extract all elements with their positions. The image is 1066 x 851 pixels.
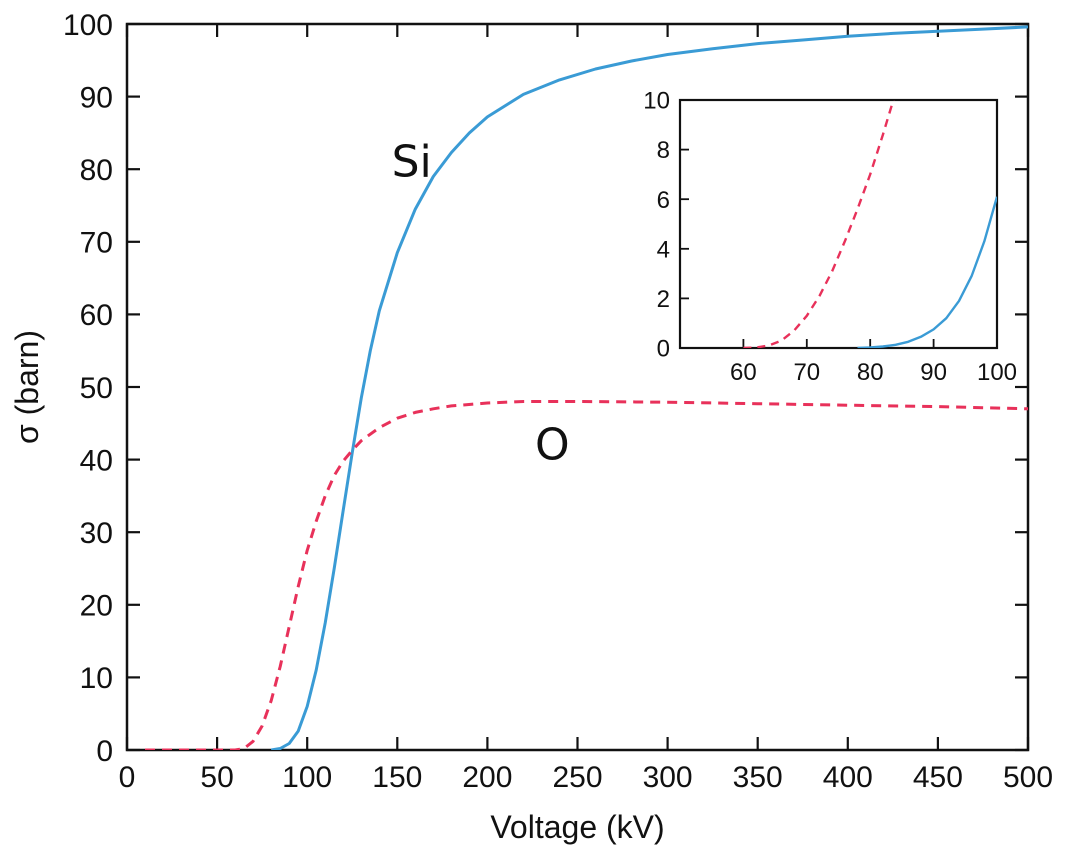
inset-x-tick-label: 80 — [857, 359, 884, 386]
main-y-tick-label: 20 — [80, 590, 113, 623]
main-y-tick-label: 70 — [80, 227, 113, 260]
inset-y-tick-label: 10 — [643, 88, 670, 115]
main-x-tick-label: 50 — [200, 761, 233, 794]
x-axis-title: Voltage (kV) — [490, 809, 664, 845]
inset-y-tick-label: 6 — [657, 187, 670, 214]
main-x-tick-label: 500 — [1003, 761, 1053, 794]
inset-x-tick-label: 70 — [793, 359, 820, 386]
inset-series-line-si — [857, 196, 997, 348]
inset-plot: 60 70 80 90 100 0 2 4 6 8 10 — [643, 88, 1017, 386]
main-y-tick-label: 40 — [80, 444, 113, 477]
main-x-tick-label: 100 — [282, 761, 332, 794]
main-x-tick-label: 400 — [823, 761, 873, 794]
main-x-tick-label: 450 — [913, 761, 963, 794]
main-x-tick-label: 150 — [372, 761, 422, 794]
main-y-tick-label: 10 — [80, 662, 113, 695]
main-y-tick-label: 90 — [80, 81, 113, 114]
main-x-tick-label: 0 — [119, 761, 136, 794]
main-y-tick-label: 60 — [80, 299, 113, 332]
main-x-tick-label: 300 — [643, 761, 693, 794]
inset-series-line-o — [743, 100, 895, 348]
main-y-tick-label: 80 — [80, 154, 113, 187]
main-y-tick-label: 30 — [80, 517, 113, 550]
series-label-si: Si — [392, 136, 432, 187]
inset-y-tick-label: 4 — [657, 236, 670, 263]
main-series-line-si — [270, 25, 1028, 750]
main-series-line-o — [145, 400, 1028, 750]
main-y-tick-label: 100 — [63, 9, 113, 42]
main-x-tick-label: 200 — [462, 761, 512, 794]
inset-y-tick-label: 2 — [657, 286, 670, 313]
inset-x-tick-label: 100 — [977, 359, 1017, 386]
main-y-tick-label: 0 — [96, 735, 113, 768]
main-x-tick-label: 250 — [552, 761, 602, 794]
series-label-o: O — [535, 420, 570, 471]
y-axis-title: σ (barn) — [9, 330, 45, 444]
main-plot: 0 50 100 150 200 250 300 350 400 450 5000102030405… — [9, 9, 1053, 845]
inset-y-tick-label: 0 — [657, 336, 670, 363]
inset-plot-frame — [678, 98, 999, 350]
inset-x-tick-label: 90 — [920, 359, 947, 386]
main-x-tick-label: 350 — [733, 761, 783, 794]
main-y-tick-label: 50 — [80, 372, 113, 405]
inset-y-tick-label: 8 — [657, 137, 670, 164]
inset-x-tick-label: 60 — [730, 359, 757, 386]
